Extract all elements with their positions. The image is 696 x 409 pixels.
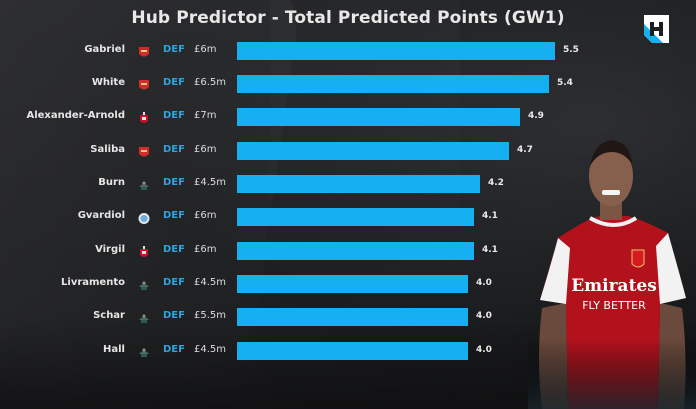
points-value: 4.1 — [482, 211, 498, 221]
player-name: Virgil — [95, 244, 125, 255]
arsenal-crest-icon — [138, 144, 150, 157]
points-value: 4.2 — [488, 178, 504, 188]
position-label: DEF — [163, 44, 185, 55]
chart-row: Schar DEF £5.5m 4.0 — [0, 308, 696, 326]
position-label: DEF — [163, 110, 185, 121]
chart-row: Alexander-Arnold DEF £7m 4.9 — [0, 108, 696, 126]
chart-row: Virgil DEF £6m 4.1 — [0, 242, 696, 260]
player-name: Livramento — [61, 277, 125, 288]
points-bar — [237, 242, 474, 260]
newcastle-crest-icon — [138, 310, 150, 323]
price-label: £6.5m — [194, 77, 227, 88]
points-bar — [237, 275, 468, 293]
position-label: DEF — [163, 344, 185, 355]
chart-row: Gabriel DEF £6m 5.5 — [0, 42, 696, 60]
player-name: White — [91, 77, 125, 88]
chart-row: Hall DEF £4.5m 4.0 — [0, 342, 696, 360]
chart-row: Burn DEF £4.5m 4.2 — [0, 175, 696, 193]
points-value: 4.7 — [517, 145, 533, 155]
chart-row: Livramento DEF £4.5m 4.0 — [0, 275, 696, 293]
points-value: 5.5 — [563, 45, 579, 55]
position-label: DEF — [163, 144, 185, 155]
points-value: 4.9 — [528, 111, 544, 121]
points-bar — [237, 342, 468, 360]
price-label: £4.5m — [194, 177, 227, 188]
points-value: 4.0 — [476, 278, 492, 288]
points-bar — [237, 75, 549, 93]
position-label: DEF — [163, 177, 185, 188]
player-name: Hall — [103, 344, 125, 355]
player-name: Saliba — [90, 144, 125, 155]
arsenal-crest-icon — [138, 77, 150, 90]
player-photo: Emirates FLY BETTER — [528, 128, 696, 409]
points-value: 4.0 — [476, 345, 492, 355]
points-bar — [237, 175, 480, 193]
chart-row: Saliba DEF £6m 4.7 — [0, 142, 696, 160]
price-label: £4.5m — [194, 277, 227, 288]
points-value: 4.1 — [482, 245, 498, 255]
player-name: Gvardiol — [77, 210, 125, 221]
points-bar — [237, 108, 520, 126]
points-bar — [237, 42, 555, 60]
fantasy-football-hub-logo-icon — [644, 15, 669, 43]
price-label: £7m — [194, 110, 217, 121]
points-value: 4.0 — [476, 311, 492, 321]
player-name: Alexander-Arnold — [26, 110, 125, 121]
player-name: Gabriel — [84, 44, 125, 55]
position-label: DEF — [163, 77, 185, 88]
points-bar — [237, 142, 509, 160]
points-value: 5.4 — [557, 78, 573, 88]
player-name: Burn — [98, 177, 125, 188]
position-label: DEF — [163, 277, 185, 288]
price-label: £6m — [194, 210, 217, 221]
chart-title: Hub Predictor - Total Predicted Points (… — [131, 8, 565, 28]
position-label: DEF — [163, 244, 185, 255]
price-label: £5.5m — [194, 310, 227, 321]
player-name: Schar — [93, 310, 125, 321]
liverpool-crest-icon — [138, 244, 150, 257]
price-label: £4.5m — [194, 344, 227, 355]
newcastle-crest-icon — [138, 177, 150, 190]
newcastle-crest-icon — [138, 277, 150, 290]
price-label: £6m — [194, 44, 217, 55]
points-bar — [237, 308, 468, 326]
liverpool-crest-icon — [138, 110, 150, 123]
man-city-crest-icon — [138, 210, 150, 224]
arsenal-crest-icon — [138, 44, 150, 57]
position-label: DEF — [163, 210, 185, 221]
newcastle-crest-icon — [138, 344, 150, 357]
chart-row: White DEF £6.5m 5.4 — [0, 75, 696, 93]
price-label: £6m — [194, 144, 217, 155]
price-label: £6m — [194, 244, 217, 255]
points-bar — [237, 208, 474, 226]
chart-row: Gvardiol DEF £6m 4.1 — [0, 208, 696, 226]
position-label: DEF — [163, 310, 185, 321]
